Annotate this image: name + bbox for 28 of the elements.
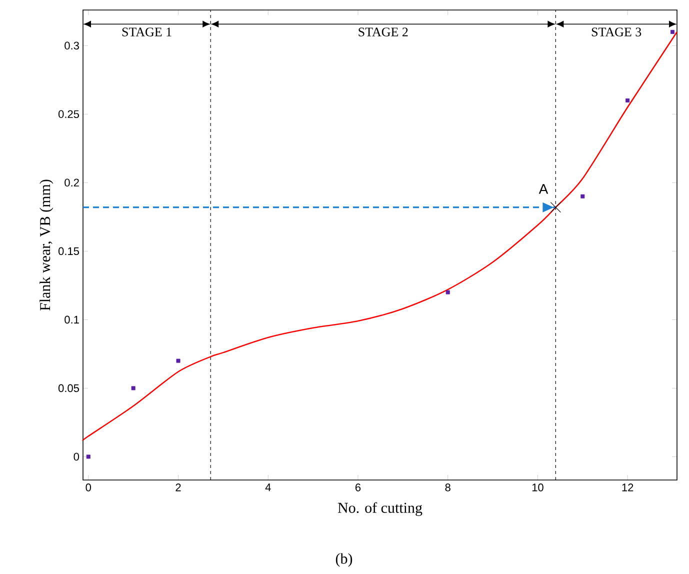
point (670, 30, 675, 34)
annotation: A (538, 184, 548, 194)
annotation: STAGE 3 (592, 28, 642, 36)
x-tick-label: 8 (445, 484, 450, 492)
point (446, 290, 450, 294)
x-tick-label: 10 (532, 484, 544, 492)
y-tick-label: 0 (74, 452, 80, 461)
annotation: STAGE 1 (122, 28, 172, 36)
y-axis-title: Flank wear, VB (mm) (40, 180, 54, 310)
x-tick-label: 6 (355, 484, 361, 492)
point (86, 454, 90, 459)
x-tick-label: 0 (86, 484, 92, 492)
x-tick-label: 12 (622, 484, 634, 492)
annotation: STAGE 2 (358, 28, 408, 36)
x-axis-title: No. of cutting (338, 502, 422, 516)
y-tick-label: 0.2 (64, 178, 79, 187)
point (131, 386, 136, 390)
x-tick-label: 2 (176, 484, 181, 492)
point (580, 194, 585, 198)
y-tick-label: 0.05 (58, 384, 79, 392)
point (176, 358, 180, 363)
x-tick-label: 4 (265, 484, 271, 492)
y-tick-label: 0.25 (58, 110, 79, 118)
point (626, 98, 630, 102)
text: (b) (336, 553, 352, 567)
y-tick-label: 0.1 (64, 316, 79, 324)
y-tick-label: 0.15 (58, 247, 79, 256)
y-tick-label: 0.3 (64, 42, 79, 50)
